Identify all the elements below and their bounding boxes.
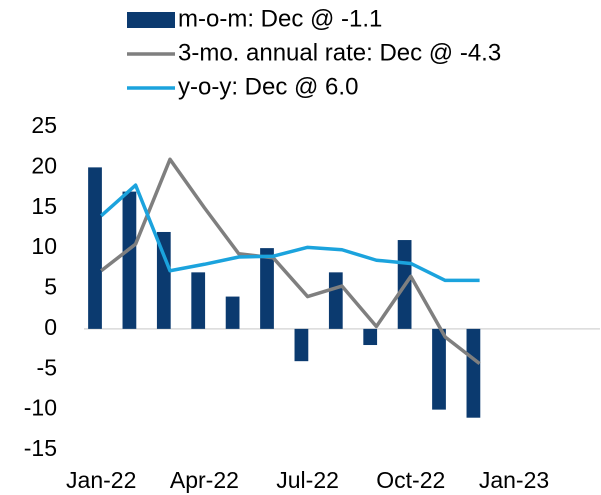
y-tick-label: 20 <box>31 152 57 178</box>
legend-label: m-o-m: Dec @ -1.1 <box>178 5 382 32</box>
y-tick-label: 0 <box>44 314 57 340</box>
y-tick-label: -15 <box>24 435 57 461</box>
bar <box>260 248 274 329</box>
x-tick-label: Jul-22 <box>276 467 339 493</box>
legend-label: 3-mo. annual rate: Dec @ -4.3 <box>178 39 501 66</box>
x-tick-label: Apr-22 <box>170 467 239 493</box>
bar <box>363 328 378 346</box>
legend-swatch <box>127 12 175 28</box>
bar <box>466 328 481 418</box>
bar <box>122 191 137 329</box>
legend-label: y-o-y: Dec @ 6.0 <box>178 73 358 100</box>
bar <box>294 328 309 362</box>
bar <box>191 272 206 329</box>
bar <box>225 296 240 329</box>
y-tick-label: 5 <box>44 274 57 300</box>
bar <box>328 272 343 329</box>
x-tick-label: Jan-23 <box>479 467 549 493</box>
line <box>100 183 480 283</box>
y-tick-label: 15 <box>31 193 57 219</box>
line <box>100 157 481 365</box>
bar <box>156 231 171 329</box>
y-tick-label: 10 <box>31 233 57 259</box>
x-tick-label: Jan-22 <box>66 467 136 493</box>
y-tick-label: 25 <box>31 112 57 138</box>
bar <box>88 167 102 329</box>
y-tick-label: -5 <box>37 354 57 380</box>
x-tick-label: Oct-22 <box>376 467 445 493</box>
bar <box>432 328 446 410</box>
y-tick-label: -10 <box>24 395 57 421</box>
